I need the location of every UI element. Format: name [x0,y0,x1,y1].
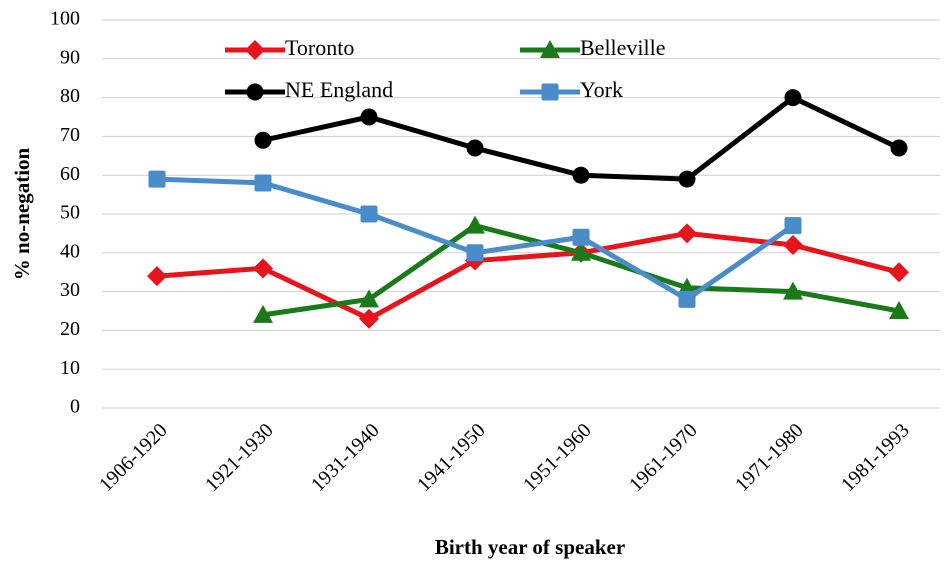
data-point [572,228,590,246]
legend-label: Toronto [285,35,354,60]
legend-marker [246,83,264,101]
data-point [254,131,272,149]
data-point [253,258,273,279]
data-point [466,244,484,262]
y-tick-label: 90 [60,46,80,68]
legend-label: Belleville [580,35,666,60]
legend-marker [245,40,265,60]
data-point [360,205,378,223]
data-point [148,170,166,188]
data-point [572,166,590,184]
data-point [678,290,696,308]
x-tick-label: 1961-1970 [625,419,702,496]
x-tick-label: 1931-1940 [307,419,384,496]
data-point [147,266,167,287]
y-tick-label: 100 [50,8,80,30]
y-tick-label: 60 [60,163,80,185]
data-point [783,235,803,256]
data-point [254,174,272,192]
data-point [465,215,485,234]
data-point [253,304,273,323]
x-tick-label: 1941-1950 [413,419,490,496]
data-point [466,139,484,157]
data-point [889,262,909,283]
y-tick-label: 30 [60,279,80,301]
x-tick-label: 1981-1993 [837,419,914,496]
data-point [571,242,591,261]
y-tick-label: 50 [60,202,80,224]
x-tick-label: 1951-1960 [519,419,596,496]
series-line [156,230,900,322]
y-tick-label: 70 [60,124,80,146]
data-point [784,217,802,235]
y-tick-label: 80 [60,85,80,107]
data-point [783,281,803,300]
x-axis-title: Birth year of speaker [435,535,625,559]
x-tick-label: 1906-1920 [95,419,172,496]
y-axis-title: % no-negation [10,147,34,280]
data-point [359,308,379,329]
data-point [784,89,802,107]
data-point [889,301,909,319]
legend-label: NE England [285,77,393,102]
legend-label: York [580,77,623,102]
data-point [360,108,378,126]
legend-marker [540,40,560,58]
x-tick-label: 1971-1980 [731,419,808,496]
data-point [677,223,697,244]
x-tick-label: 1921-1930 [201,419,278,496]
y-tick-label: 0 [70,396,80,418]
y-tick-label: 20 [60,318,80,340]
y-tick-label: 40 [60,240,80,262]
data-point [890,139,908,157]
series-line [156,176,795,302]
y-tick-label: 10 [60,357,80,379]
data-point [359,289,379,308]
legend-marker [541,83,559,101]
data-point [678,170,696,188]
